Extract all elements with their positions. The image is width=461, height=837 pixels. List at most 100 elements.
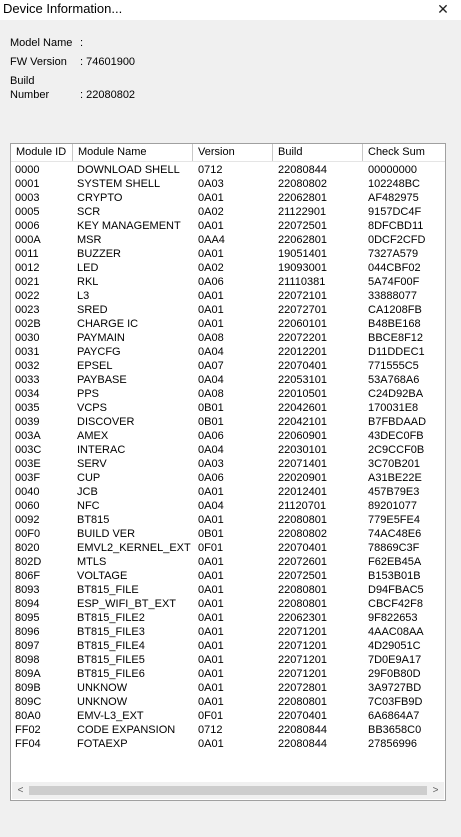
chevron-right-icon[interactable]: > [432, 785, 439, 796]
table-row[interactable]: 806F VOLTAGE 0A01 22072501 B153B01B [11, 569, 445, 583]
check-sum-cell: D11DDEC1 [368, 346, 425, 358]
column-header-module-name[interactable]: Module Name [73, 144, 193, 161]
module-id-cell: 0012 [15, 262, 40, 274]
module-list[interactable]: Module ID Module Name Version Build Chec… [10, 143, 446, 801]
table-row[interactable]: 0003 CRYPTO 0A01 22062801 AF482975 [11, 191, 445, 205]
check-sum-cell: 0DCF2CFD [368, 234, 426, 246]
table-row[interactable]: 0006 KEY MANAGEMENT 0A01 22072501 8DFCBD11 [11, 219, 445, 233]
table-row[interactable]: 0012 LED 0A02 19093001 044CBF02 [11, 261, 445, 275]
build-cell: 22072501 [278, 220, 327, 232]
table-row[interactable]: 0001 SYSTEM SHELL 0A03 22080802 102248BC [11, 177, 445, 191]
module-name-cell: EPSEL [77, 360, 113, 372]
check-sum-cell: 170031E8 [368, 402, 419, 414]
horizontal-scrollbar[interactable]: < > [12, 782, 444, 799]
table-row[interactable]: 0040 JCB 0A01 22012401 457B79E3 [11, 485, 445, 499]
version-cell: 0B01 [198, 416, 224, 428]
column-header-module-id[interactable]: Module ID [11, 144, 73, 161]
fw-version-row: FW Version: 74601900 [10, 55, 135, 69]
column-header-build[interactable]: Build [273, 144, 363, 161]
version-cell: 0A04 [198, 346, 224, 358]
version-cell: 0A01 [198, 304, 224, 316]
module-id-cell: 00F0 [15, 528, 41, 540]
column-header-check-sum[interactable]: Check Sum [368, 146, 425, 158]
check-sum-cell: 5A74F00F [368, 276, 420, 288]
version-cell: 0A04 [198, 500, 224, 512]
module-name-cell: BUILD VER [77, 528, 136, 540]
table-row[interactable]: 0035 VCPS 0B01 22042601 170031E8 [11, 401, 445, 415]
table-row[interactable]: 0060 NFC 0A04 21120701 89201077 [11, 499, 445, 513]
table-row[interactable]: 0000 DOWNLOAD SHELL 0712 22080844 00000000 [11, 163, 445, 177]
module-id-cell: 8096 [15, 626, 40, 638]
module-id-cell: 0005 [15, 206, 40, 218]
table-row[interactable]: 003E SERV 0A03 22071401 3C70B201 [11, 457, 445, 471]
module-id-cell: 0031 [15, 346, 40, 358]
scrollbar-thumb[interactable] [29, 786, 427, 795]
column-header-version[interactable]: Version [193, 144, 273, 161]
table-row[interactable]: 0034 PPS 0A08 22010501 C24D92BA [11, 387, 445, 401]
table-row[interactable]: FF04 FOTAEXP 0A01 22080844 27856996 [11, 737, 445, 751]
build-cell: 22071201 [278, 626, 327, 638]
table-row[interactable]: 809A BT815_FILE6 0A01 22071201 29F0B80D [11, 667, 445, 681]
table-row[interactable]: 8020 EMVL2_KERNEL_EXT 0F01 22070401 78869C3F [11, 541, 445, 555]
table-row[interactable]: 00F0 BUILD VER 0B01 22080802 74AC48E6 [11, 527, 445, 541]
window-title: Device Information... [3, 1, 123, 16]
version-cell: 0A01 [198, 318, 224, 330]
table-row[interactable]: 0092 BT815 0A01 22080801 779E5FE4 [11, 513, 445, 527]
table-row[interactable]: 8098 BT815_FILE5 0A01 22071201 7D0E9A17 [11, 653, 445, 667]
build-cell: 22070401 [278, 710, 327, 722]
check-sum-cell: 53A768A6 [368, 374, 420, 386]
table-row[interactable]: 000A MSR 0AA4 22062801 0DCF2CFD [11, 233, 445, 247]
table-row[interactable]: 809C UNKNOW 0A01 22080801 7C03FB9D [11, 695, 445, 709]
build-cell: 22072701 [278, 304, 327, 316]
table-row[interactable]: 0005 SCR 0A02 21122901 9157DC4F [11, 205, 445, 219]
table-row[interactable]: 003C INTERAC 0A04 22030101 2C9CCF0B [11, 443, 445, 457]
table-row[interactable]: 80A0 EMV-L3_EXT 0F01 22070401 6A6864A7 [11, 709, 445, 723]
table-row[interactable]: 802D MTLS 0A01 22072601 F62EB45A [11, 555, 445, 569]
table-row[interactable]: 0033 PAYBASE 0A04 22053101 53A768A6 [11, 373, 445, 387]
table-row[interactable]: 002B CHARGE IC 0A01 22060101 B48BE168 [11, 317, 445, 331]
fw-version-label: FW Version [10, 56, 67, 68]
table-row[interactable]: 0030 PAYMAIN 0A08 22072201 BBCE8F12 [11, 331, 445, 345]
module-id-cell: 0000 [15, 164, 40, 176]
version-cell: 0A01 [198, 668, 224, 680]
table-row[interactable]: 003F CUP 0A06 22020901 A31BE22E [11, 471, 445, 485]
check-sum-cell: AF482975 [368, 192, 419, 204]
table-row[interactable]: FF02 CODE EXPANSION 0712 22080844 BB3658C0 [11, 723, 445, 737]
build-cell: 22080801 [278, 514, 327, 526]
table-row[interactable]: 0021 RKL 0A06 21110381 5A74F00F [11, 275, 445, 289]
chevron-left-icon[interactable]: < [17, 785, 24, 796]
module-name-cell: SCR [77, 206, 101, 218]
version-cell: 0A01 [198, 570, 224, 582]
table-row[interactable]: 0011 BUZZER 0A01 19051401 7327A579 [11, 247, 445, 261]
module-name-cell: UNKNOW [77, 682, 128, 694]
table-row[interactable]: 8096 BT815_FILE3 0A01 22071201 4AAC08AA [11, 625, 445, 639]
build-cell: 22071201 [278, 668, 327, 680]
module-id-cell: 002B [15, 318, 41, 330]
module-name-cell: PAYBASE [77, 374, 127, 386]
module-id-cell: 0022 [15, 290, 40, 302]
module-id-cell: FF04 [15, 738, 41, 750]
build-cell: 22020901 [278, 472, 327, 484]
table-row[interactable]: 8097 BT815_FILE4 0A01 22071201 4D29051C [11, 639, 445, 653]
table-row[interactable]: 8093 BT815_FILE 0A01 22080801 D94FBAC5 [11, 583, 445, 597]
table-row[interactable]: 8095 BT815_FILE2 0A01 22062301 9F822653 [11, 611, 445, 625]
table-row[interactable]: 003A AMEX 0A06 22060901 43DEC0FB [11, 429, 445, 443]
version-cell: 0A08 [198, 332, 224, 344]
table-row[interactable]: 809B UNKNOW 0A01 22072801 3A9727BD [11, 681, 445, 695]
table-row[interactable]: 8094 ESP_WIFI_BT_EXT 0A01 22080801 CBCF42F8 [11, 597, 445, 611]
module-name-cell: VCPS [77, 402, 107, 414]
module-id-cell: FF02 [15, 724, 41, 736]
table-row[interactable]: 0023 SRED 0A01 22072701 CA1208FB [11, 303, 445, 317]
table-row[interactable]: 0039 DISCOVER 0B01 22042101 B7FBDAAD [11, 415, 445, 429]
module-id-cell: 8020 [15, 542, 40, 554]
table-row[interactable]: 0022 L3 0A01 22072101 33888077 [11, 289, 445, 303]
check-sum-cell: 89201077 [368, 500, 417, 512]
table-row[interactable]: 0031 PAYCFG 0A04 22012201 D11DDEC1 [11, 345, 445, 359]
table-row[interactable]: 0032 EPSEL 0A07 22070401 771555C5 [11, 359, 445, 373]
module-name-cell: LED [77, 262, 99, 274]
version-cell: 0712 [198, 724, 223, 736]
module-name-cell: CODE EXPANSION [77, 724, 176, 736]
close-icon[interactable]: ✕ [437, 1, 449, 17]
build-cell: 22071401 [278, 458, 327, 470]
version-cell: 0AA4 [198, 234, 225, 246]
